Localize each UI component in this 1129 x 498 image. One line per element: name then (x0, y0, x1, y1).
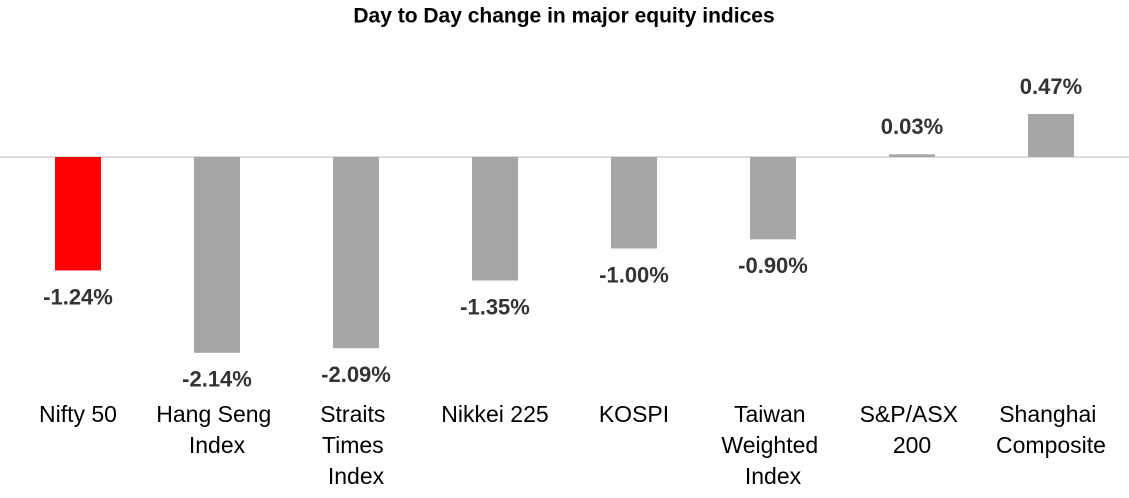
x-tick-label: KOSPI (599, 401, 669, 427)
bar (333, 157, 379, 349)
x-tick-label: Nifty 50 (39, 401, 117, 427)
x-tick-label: Nikkei 225 (441, 401, 548, 427)
value-label: -1.24% (43, 284, 113, 309)
value-label: -1.00% (599, 262, 669, 287)
bar (194, 157, 240, 353)
value-label: -1.35% (460, 294, 530, 319)
value-label: -2.09% (321, 362, 391, 387)
bar (55, 157, 101, 271)
x-tick-label: S&P/ASX 200 (860, 401, 965, 458)
bar (889, 154, 935, 157)
x-tick-label: Straits Times Index (320, 401, 392, 489)
x-tick-label: Shanghai Composite (996, 401, 1106, 458)
bar (472, 157, 518, 281)
value-label: -0.90% (738, 253, 808, 278)
bar (1028, 113, 1074, 157)
x-tick-label: Hang Seng Index (156, 401, 277, 458)
chart-title: Day to Day change in major equity indice… (353, 5, 774, 28)
value-label: -2.14% (182, 367, 252, 392)
bar (611, 157, 657, 249)
bar (750, 157, 796, 240)
value-label: 0.47% (1020, 74, 1082, 99)
value-label: 0.03% (881, 114, 943, 139)
x-tick-label: Taiwan Weighted Index (721, 401, 824, 489)
